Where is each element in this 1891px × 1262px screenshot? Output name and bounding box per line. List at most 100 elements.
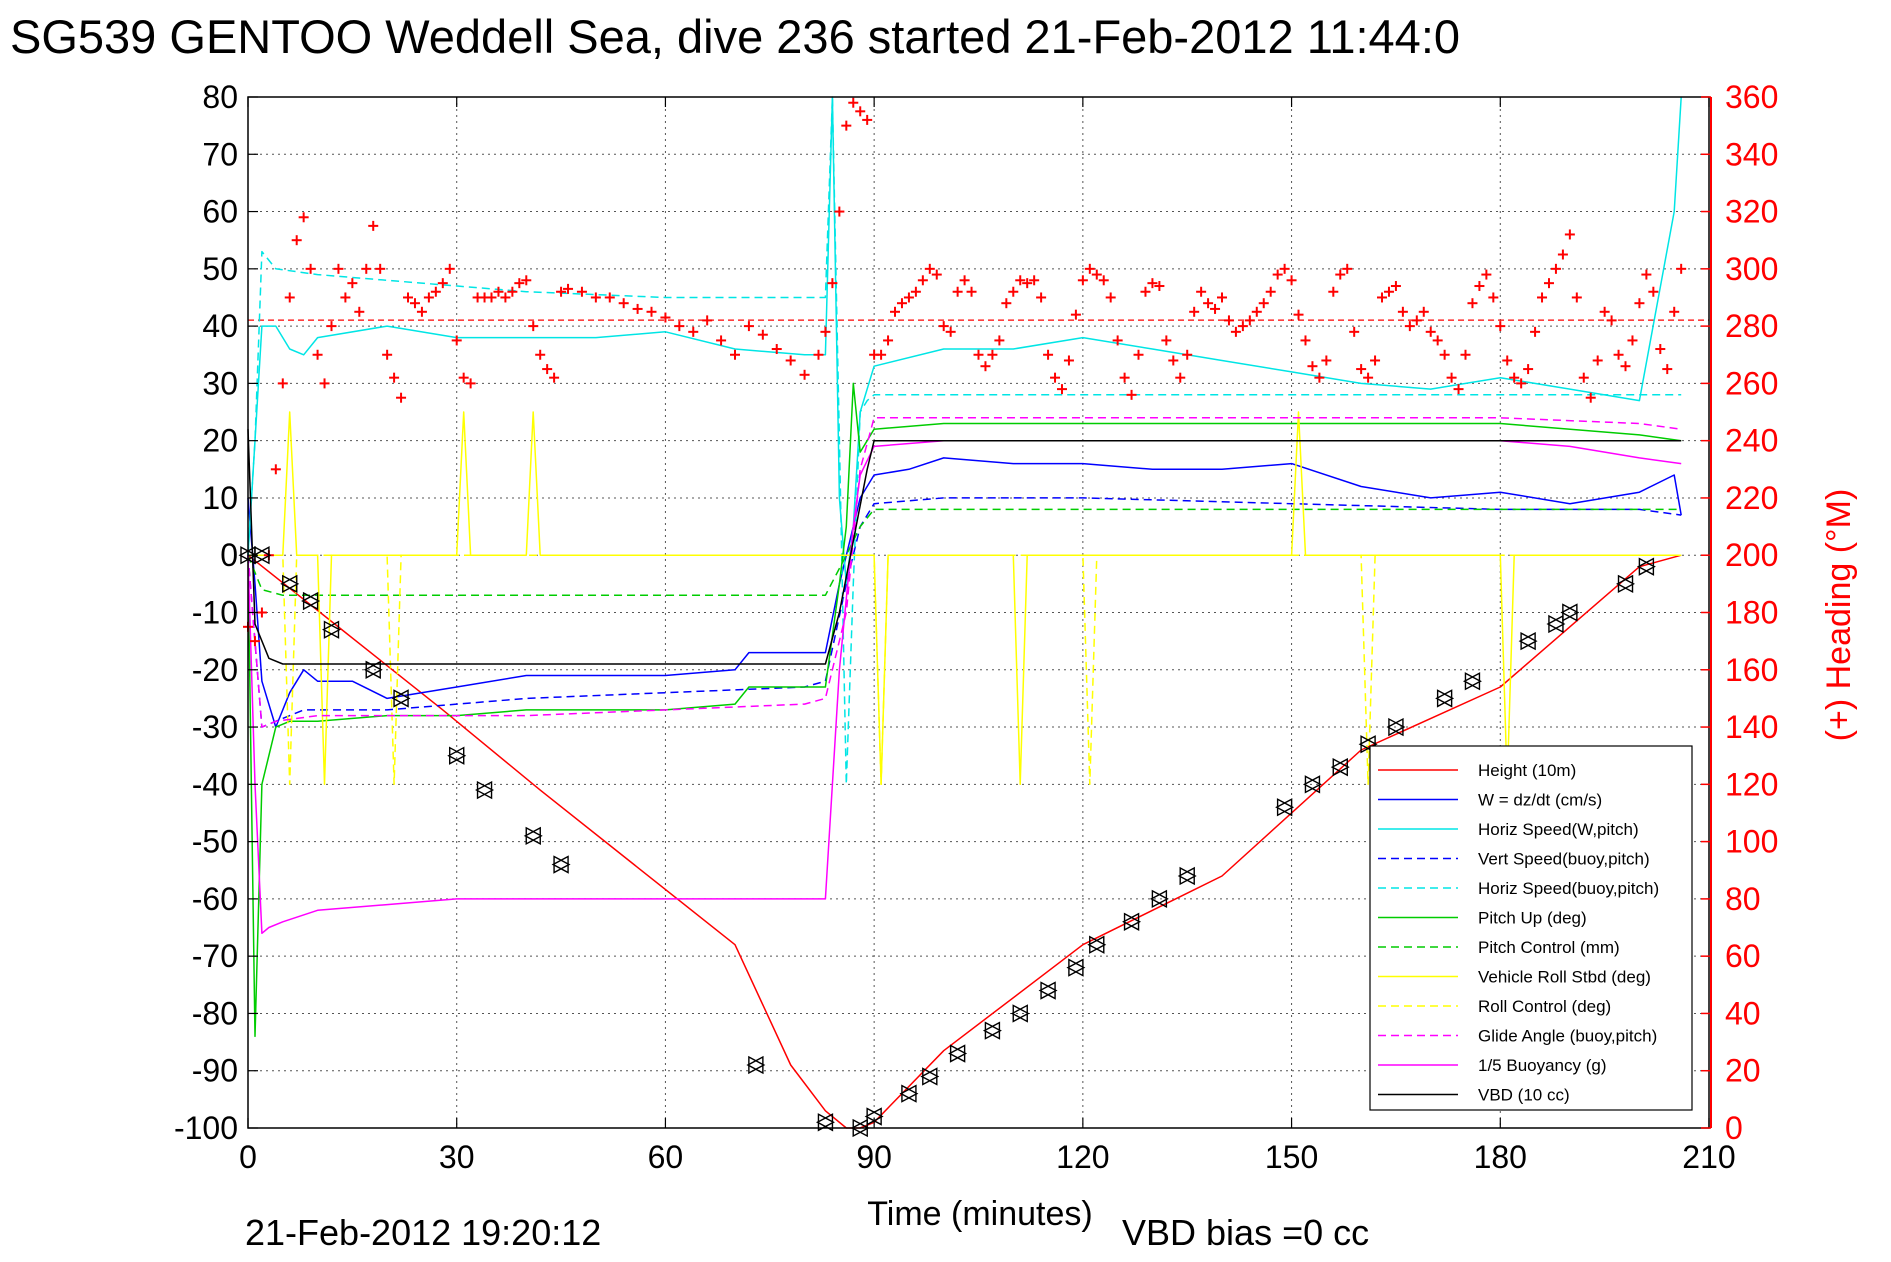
heading-point [1189, 306, 1200, 317]
depth-marker [1149, 889, 1169, 909]
heading-point [1265, 286, 1276, 297]
heading-point [834, 206, 845, 217]
heading-point [1481, 269, 1492, 280]
heading-point [1377, 292, 1388, 303]
heading-point [535, 349, 546, 360]
heading-point [716, 335, 727, 346]
heading-point [437, 278, 448, 289]
y2-tick-label: 240 [1725, 423, 1778, 459]
heading-point [1641, 269, 1652, 280]
heading-point [465, 378, 476, 389]
depth-marker [1010, 1004, 1030, 1023]
y2-tick-label: 120 [1725, 766, 1778, 802]
heading-point [326, 321, 337, 332]
heading-point [1509, 372, 1520, 383]
heading-point [361, 263, 372, 274]
heading-point [1022, 278, 1033, 289]
depth-marker [1122, 912, 1142, 931]
heading-point [528, 321, 539, 332]
legend-label: Vehicle Roll Stbd (deg) [1478, 968, 1651, 987]
y2-tick-label: 40 [1725, 995, 1761, 1031]
heading-point [1258, 298, 1269, 309]
heading-point [1474, 281, 1485, 292]
y2-tick-label: 20 [1725, 1053, 1761, 1089]
depth-marker [391, 689, 411, 708]
heading-point [1036, 292, 1047, 303]
heading-point [1578, 372, 1589, 383]
depth-marker [920, 1067, 940, 1086]
series-line-4 [247, 96, 1682, 786]
heading-point [890, 306, 901, 317]
y-tick-label: 60 [202, 194, 238, 230]
heading-point [1251, 306, 1262, 317]
heading-point [1495, 321, 1506, 332]
depth-marker [1066, 958, 1086, 977]
y-tick-label: -60 [192, 881, 238, 917]
heading-point [1105, 292, 1116, 303]
heading-point [632, 303, 643, 314]
heading-markers [243, 97, 1687, 647]
heading-point [1328, 286, 1339, 297]
heading-point [451, 335, 462, 346]
heading-point [1550, 263, 1561, 274]
heading-point [1001, 298, 1012, 309]
heading-point [1543, 278, 1554, 289]
heading-point [521, 275, 532, 286]
legend-label: Pitch Up (deg) [1478, 909, 1587, 928]
legend-label: Vert Speed(buoy,pitch) [1478, 850, 1650, 869]
heading-point [1655, 344, 1666, 355]
y2-tick-label: 200 [1725, 537, 1778, 573]
heading-point [423, 292, 434, 303]
heading-point [1571, 292, 1582, 303]
x-tick-label: 0 [239, 1139, 257, 1175]
heading-point [1168, 355, 1179, 366]
legend-label: VBD (10 cc) [1478, 1086, 1570, 1105]
heading-point [1669, 306, 1680, 317]
heading-point [458, 372, 469, 383]
heading-point [1230, 326, 1241, 337]
heading-point [1217, 292, 1227, 303]
heading-point [1272, 269, 1283, 280]
heading-point [305, 263, 316, 274]
heading-point [1203, 298, 1214, 309]
depth-marker [1386, 717, 1406, 737]
depth-marker [363, 660, 383, 679]
depth-marker [1560, 603, 1580, 622]
heading-point [931, 269, 942, 280]
heading-point [340, 292, 351, 303]
heading-point [896, 298, 907, 309]
heading-point [298, 212, 309, 223]
heading-point [1210, 303, 1221, 314]
heading-point [1453, 384, 1464, 395]
heading-point [1015, 275, 1026, 286]
depth-marker [1330, 757, 1350, 777]
heading-point [270, 464, 281, 475]
heading-point [312, 349, 323, 360]
legend-label: Horiz Speed(buoy,pitch) [1478, 879, 1659, 898]
depth-marker [1087, 935, 1107, 954]
heading-point [1370, 355, 1381, 366]
heading-point [952, 286, 963, 297]
heading-point [1557, 249, 1568, 260]
heading-point [924, 263, 935, 274]
legend-box [1369, 745, 1693, 1111]
heading-point [1279, 263, 1290, 274]
heading-point [319, 378, 330, 389]
heading-point [1098, 275, 1109, 286]
heading-point [1154, 281, 1165, 292]
heading-point [1182, 349, 1193, 360]
depth-marker [1636, 557, 1656, 576]
x-tick-label: 60 [648, 1139, 684, 1175]
heading-point [1286, 275, 1297, 286]
depth-marker [447, 746, 467, 765]
heading-point [1411, 315, 1422, 326]
heading-point [1418, 306, 1429, 317]
legend-label: Height (10m) [1478, 761, 1576, 780]
series-line-3 [247, 497, 1682, 728]
series-layer [247, 96, 1682, 1129]
heading-point [1676, 263, 1687, 274]
y2-tick-label: 60 [1725, 938, 1761, 974]
heading-point [507, 286, 518, 297]
heading-point [618, 298, 629, 309]
